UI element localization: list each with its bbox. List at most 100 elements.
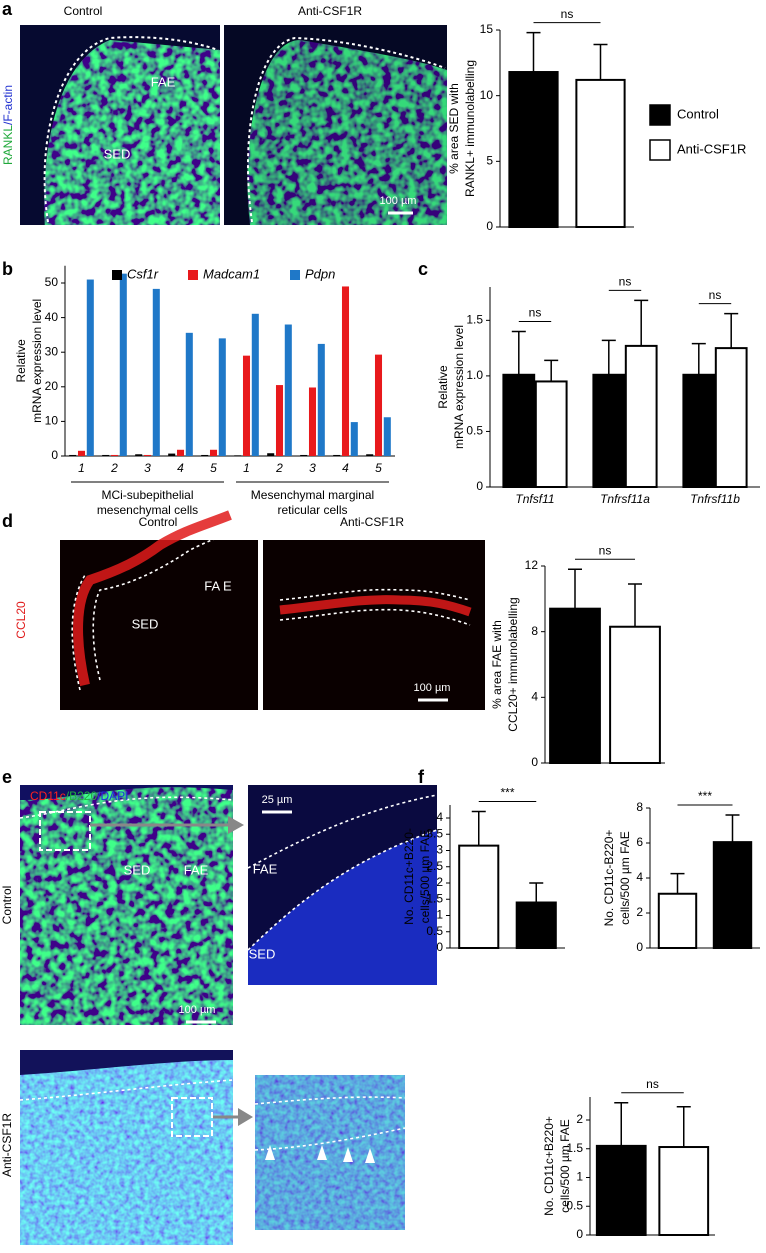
x-tick-label: 1 [243,461,250,475]
epithelium [73,510,232,687]
y-tick-label: 40 [45,310,59,324]
bar [176,449,185,456]
bar [69,454,77,456]
bar [549,607,601,765]
y-axis-label: Relative [436,365,450,409]
image-title: Control [64,4,103,18]
y-axis-label: cells/500 µm FAE [558,1119,572,1213]
micrograph-a-treated [224,25,447,225]
y-axis-label: mRNA expression level [30,299,44,423]
region-label: SED [132,616,159,631]
legend-swatch [112,270,122,280]
error-bar [568,568,582,609]
bar [135,454,143,456]
group-label: mesenchymal cells [97,503,198,517]
error-bar [544,359,559,382]
panel-letter: d [2,511,13,531]
error-bar [725,814,740,843]
bar [86,279,94,456]
panel-letter: a [2,0,13,19]
arrow-head [228,816,244,834]
stain-label: CCL20 [14,601,28,639]
y-axis-label: cells/500 µm FAE [418,830,432,924]
stain: CD11c [30,789,66,803]
bar [251,313,259,456]
image-texture [247,40,447,225]
stain: /F-actin [1,85,15,125]
error-bar [526,31,541,73]
error-bar [471,810,486,846]
scale-label: 100 µm [414,682,451,694]
tissue [248,830,437,985]
bar [209,449,218,456]
bar [333,454,341,456]
bar [534,380,568,489]
group-label: Mesenchymal marginal [251,488,374,502]
micrograph-d-control [60,510,258,710]
y-tick-label: 0.5 [466,424,483,438]
legend-label: Csf1r [127,266,159,281]
group-label: reticular cells [277,503,347,517]
y-axis-label: mRNA expression level [452,325,466,449]
micrograph-e-inset-treated [254,1075,406,1230]
image-title: Anti-CSF1R [298,4,362,18]
error-bar [670,872,685,894]
x-tick-label: 5 [375,461,382,475]
image-title: Anti-CSF1R [340,515,404,529]
error-bar [634,299,649,346]
y-tick-label: 5 [486,154,493,168]
legend-label: Pdpn [305,266,335,281]
panel-letter: f [418,767,425,787]
row-label: Anti-CSF1R [0,1113,14,1177]
region-label: FAE [184,862,209,877]
y-tick-label: 1 [576,1170,583,1184]
y-tick-label: 2.5 [426,859,443,873]
bar [341,286,350,456]
bar [595,1144,647,1236]
significance-label: ns [646,1077,659,1091]
error-bar [724,312,739,349]
y-tick-label: 8 [531,624,538,638]
y-tick-label: 10 [45,414,59,428]
y-tick-label: 0 [531,755,538,769]
x-tick-label: 3 [309,461,316,475]
bar [366,454,374,456]
significance-label: ns [561,7,574,21]
legend-label: Anti-CSF1R [677,141,746,156]
bar [515,901,557,949]
stain: /DAPI [97,789,128,803]
scale-label: 100 µm [179,1004,216,1016]
y-axis-label: cells/500 µm FAE [618,831,632,925]
x-tick-label: Tnfrsf11b [690,492,740,506]
bar [300,454,308,456]
x-tick-label: 2 [110,461,118,475]
row-label: Control [0,886,14,925]
error-bar [601,339,616,375]
error-bar [614,1102,629,1146]
error-bar [511,330,526,375]
y-tick-label: 0.5 [426,924,443,938]
y-tick-label: 2 [436,875,443,889]
bar [119,273,127,456]
bar [383,417,391,456]
y-tick-label: 1.5 [466,313,483,327]
x-tick-label: Tnfsf11 [515,492,554,506]
inset-box [171,1097,213,1137]
image-bg [60,540,258,710]
image-texture [20,787,233,1025]
significance-label: *** [698,789,712,803]
panel-letter: e [2,767,12,787]
y-tick-label: 0 [486,219,493,233]
error-bar [529,882,544,903]
y-tick-label: 4 [436,810,443,824]
bar [102,454,110,456]
significance-label: ns [529,306,542,320]
region-label: SED [249,946,276,961]
x-tick-label: 5 [210,461,217,475]
boundary [43,36,219,223]
bar [592,373,626,488]
y-axis-label: No. CD11c+B220- [402,828,416,925]
x-tick-label: Tnfrsf11a [600,492,650,506]
y-tick-label: 1.5 [566,1141,583,1155]
